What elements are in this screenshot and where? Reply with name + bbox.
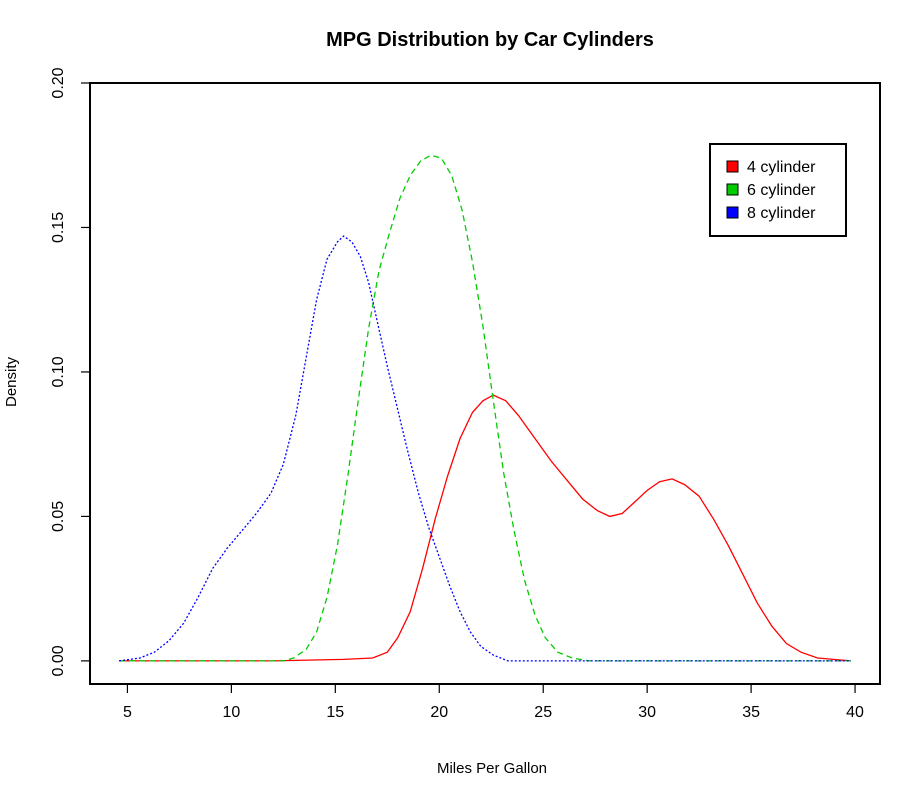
series-layer xyxy=(119,154,851,662)
legend-label-6-cylinder: 6 cylinder xyxy=(747,182,816,199)
series-line-4-cylinder xyxy=(119,394,851,662)
legend-label-8-cylinder: 8 cylinder xyxy=(747,205,816,222)
x-tick-label: 35 xyxy=(742,704,760,721)
plot-frame xyxy=(89,82,881,685)
x-tick-label: 5 xyxy=(123,704,132,721)
chart-title: MPG Distribution by Car Cylinders xyxy=(326,29,654,51)
x-axis-title: Miles Per Gallon xyxy=(437,760,547,777)
legend: 4 cylinder 6 cylinder 8 cylinder xyxy=(709,143,847,237)
x-tick-label: 10 xyxy=(222,704,240,721)
legend-swatch-4-cylinder xyxy=(726,160,739,173)
y-tick-label: 0.00 xyxy=(50,645,67,676)
legend-swatch-6-cylinder xyxy=(726,183,739,196)
x-tick-label: 30 xyxy=(638,704,656,721)
y-tick-label: 0.20 xyxy=(50,67,67,98)
x-tick-label: 40 xyxy=(846,704,864,721)
y-tick-label: 0.10 xyxy=(50,356,67,387)
x-tick-label: 25 xyxy=(534,704,552,721)
x-tick-label: 15 xyxy=(326,704,344,721)
legend-swatch-8-cylinder xyxy=(726,206,739,219)
y-axis-title: Density xyxy=(3,356,20,407)
x-tick-label: 20 xyxy=(430,704,448,721)
y-axis: 0.00 0.05 0.10 0.15 0.20 xyxy=(50,67,90,676)
y-tick-label: 0.15 xyxy=(50,212,67,243)
series-line-8-cylinder xyxy=(119,235,851,662)
series-line-6-cylinder xyxy=(119,154,851,662)
x-axis: 5 10 15 20 25 30 35 40 xyxy=(123,684,864,721)
y-tick-label: 0.05 xyxy=(50,501,67,532)
legend-label-4-cylinder: 4 cylinder xyxy=(747,159,816,176)
